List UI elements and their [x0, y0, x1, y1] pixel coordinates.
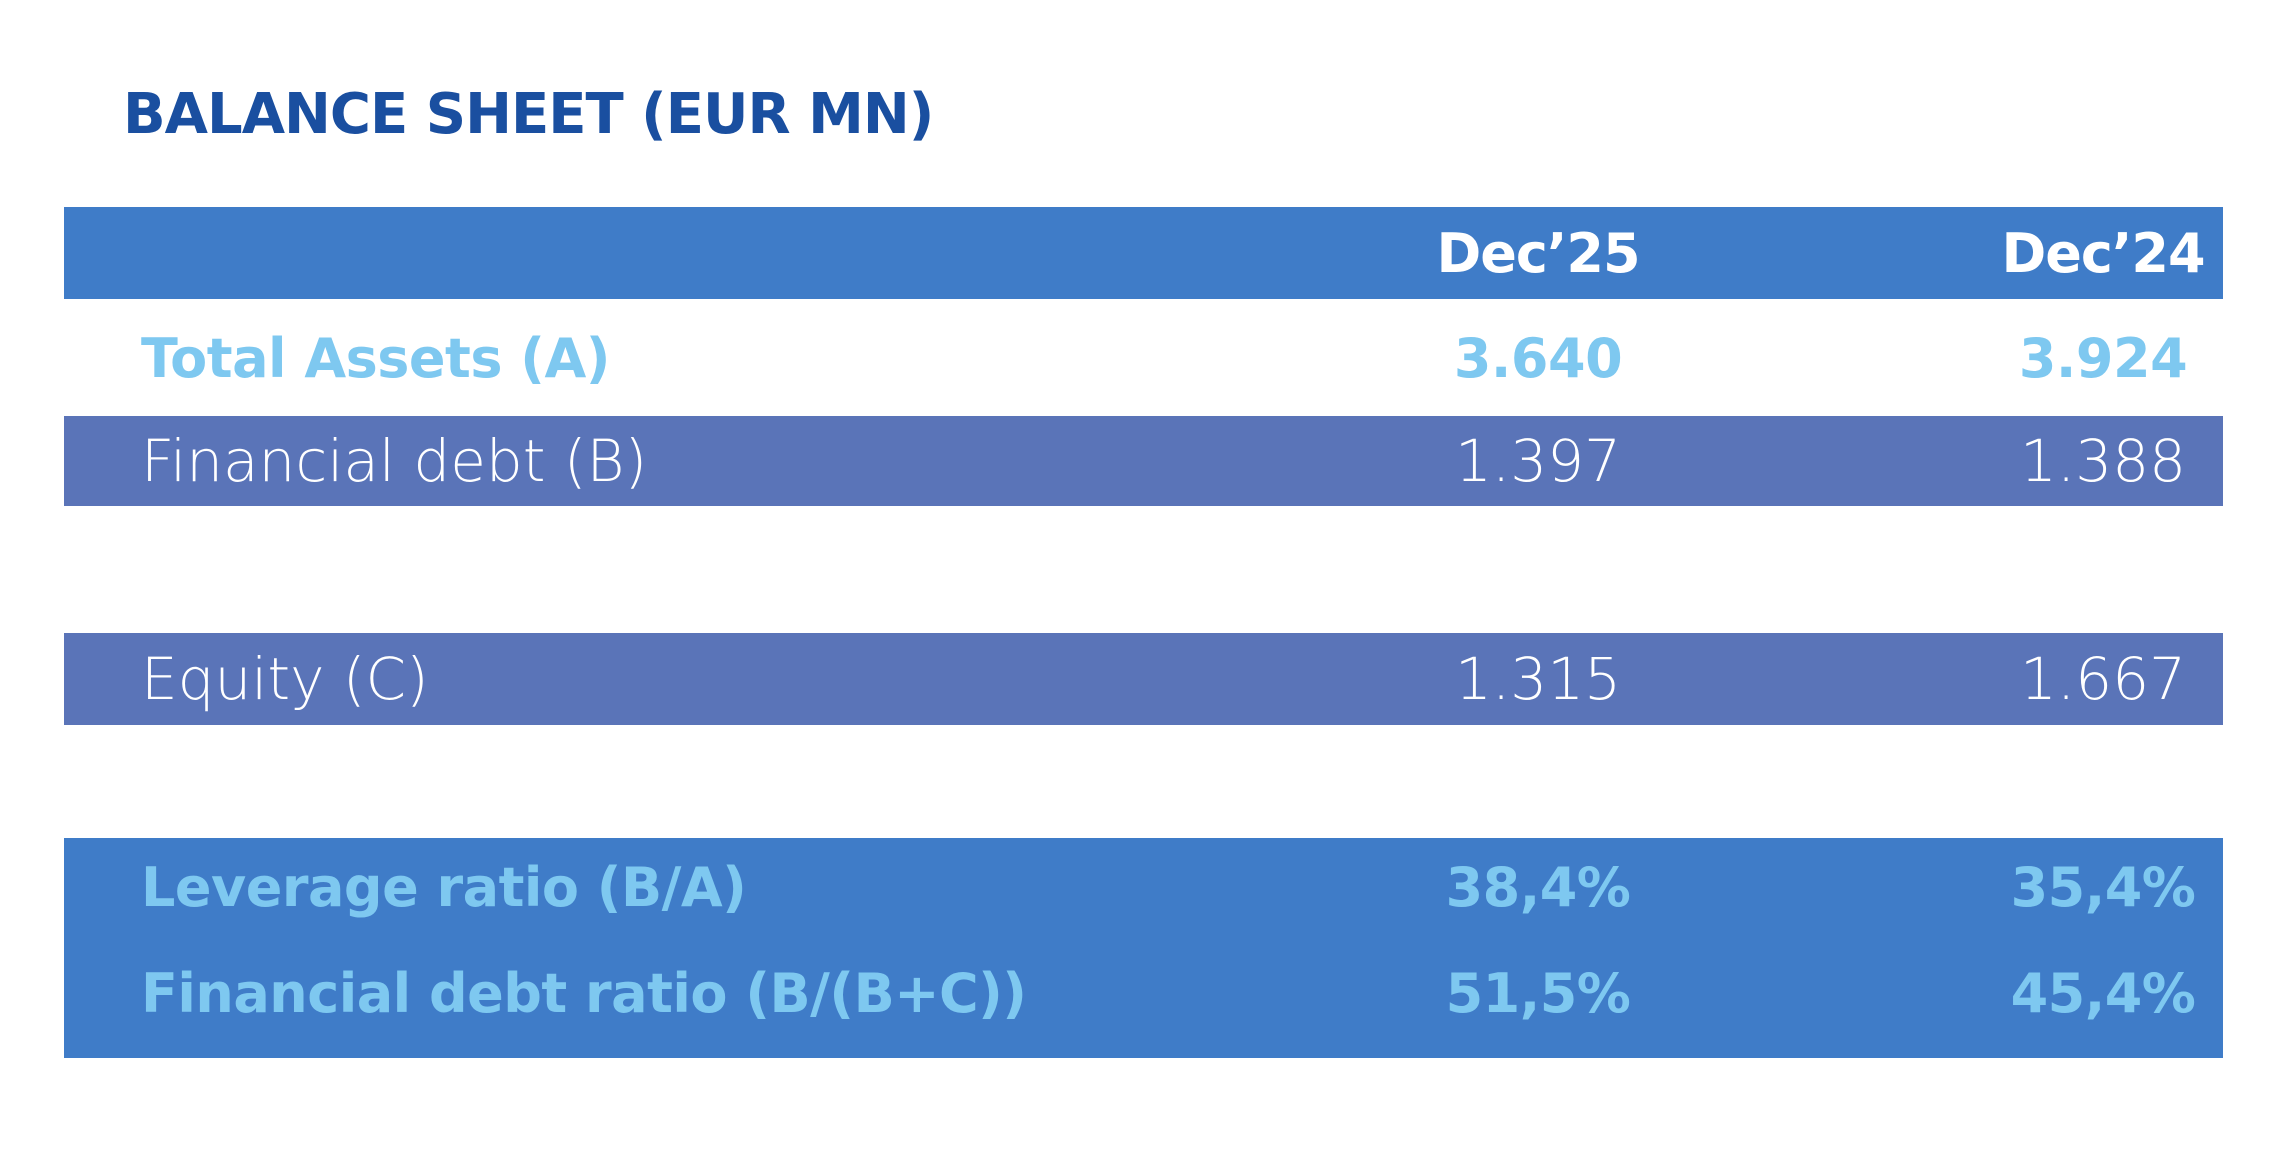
cell: 1.397: [1454, 427, 1622, 495]
row-label: Leverage ratio (B/A): [141, 855, 747, 919]
cell: 1.315: [1454, 645, 1622, 713]
row-label: Total Assets (A): [141, 326, 610, 390]
title: BALANCE SHEET (EUR MN): [123, 82, 934, 147]
table-row: Equity (C) 1.315 1.667: [64, 633, 2223, 725]
cell: 1.667: [2019, 645, 2187, 713]
table-row: Financial debt ratio (B/(B+C)) 51,5% 45,…: [64, 948, 2223, 1038]
header-row: Dec’25 Dec’24: [64, 207, 2223, 299]
cell: 35,4%: [2010, 855, 2196, 919]
row-band: [64, 416, 2223, 506]
row-label: Equity (C): [141, 645, 429, 713]
table-row: Total Assets (A) 3.640 3.924: [64, 314, 2223, 402]
cell: 45,4%: [2010, 961, 2196, 1025]
row-label: Financial debt ratio (B/(B+C)): [141, 961, 1027, 1025]
column-header: Dec’24: [2001, 221, 2205, 285]
header-band: [64, 207, 2223, 299]
cell: 38,4%: [1445, 855, 1631, 919]
table-row: Leverage ratio (B/A) 38,4% 35,4%: [64, 842, 2223, 932]
row-label: Financial debt (B): [141, 427, 648, 495]
cell: 3.640: [1453, 326, 1623, 390]
cell: 1.388: [2019, 427, 2187, 495]
cell: 3.924: [2018, 326, 2188, 390]
table-row: Financial debt (B) 1.397 1.388: [64, 416, 2223, 506]
cell: 51,5%: [1445, 961, 1631, 1025]
row-band: [64, 633, 2223, 725]
ratio-band: [64, 838, 2223, 1058]
column-header: Dec’25: [1436, 221, 1640, 285]
